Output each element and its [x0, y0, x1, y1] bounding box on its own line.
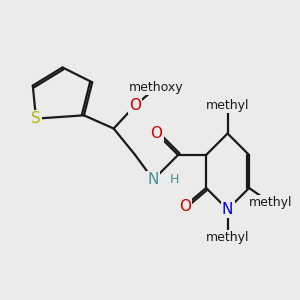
- Text: O: O: [129, 98, 141, 113]
- Text: O: O: [151, 126, 163, 141]
- Text: N: N: [148, 172, 159, 187]
- Text: methyl: methyl: [206, 99, 249, 112]
- Text: H: H: [170, 173, 179, 186]
- Text: O: O: [179, 199, 191, 214]
- Text: methoxy: methoxy: [129, 81, 184, 94]
- Text: N: N: [222, 202, 233, 217]
- Text: S: S: [31, 111, 41, 126]
- Text: methyl: methyl: [249, 196, 292, 209]
- Text: methyl: methyl: [206, 231, 249, 244]
